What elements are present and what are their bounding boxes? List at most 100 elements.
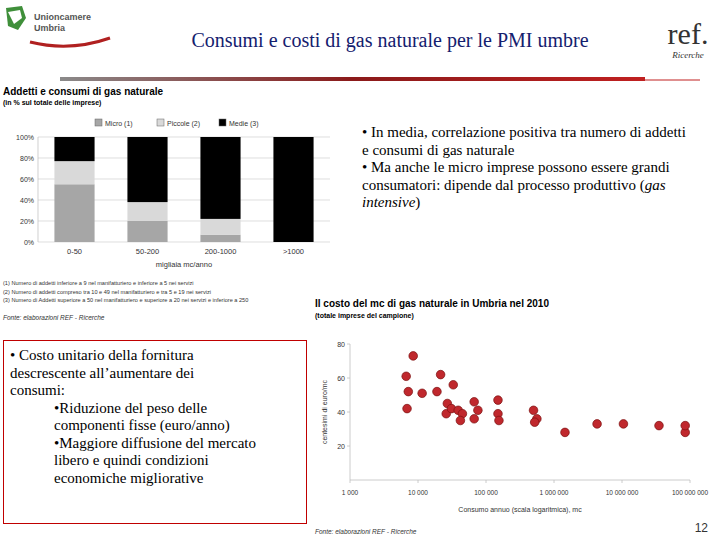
y-tick-label: 60 — [337, 375, 345, 382]
bullet: • Ma anche le micro imprese possono esse… — [362, 159, 692, 212]
chart-addetti: Addetti e consumi di gas naturale (in % s… — [3, 86, 330, 321]
text-run: • In media, correlazione positiva tra nu… — [362, 124, 686, 158]
sub-bullet: •Riduzione del peso delle componenti fis… — [10, 400, 269, 435]
x-axis-label: Consumo annuo (scala logaritmica), mc — [458, 506, 582, 514]
point — [561, 428, 570, 437]
y-tick-label: 80% — [20, 155, 34, 162]
point — [409, 352, 418, 361]
x-tick-label: 200-1000 — [205, 247, 237, 256]
point — [403, 404, 412, 413]
bar-segment — [200, 219, 240, 235]
bar-segment — [200, 235, 240, 242]
chart-subtitle: (in % sul totale delle imprese) — [3, 99, 101, 107]
point — [404, 387, 413, 396]
point — [494, 396, 503, 405]
chart-title: Il costo del mc di gas naturale in Umbri… — [315, 298, 549, 309]
x-tick — [554, 480, 555, 483]
point — [456, 416, 465, 425]
y-tick — [347, 412, 350, 413]
point — [470, 398, 479, 407]
logo-text: Unioncamere — [34, 12, 91, 22]
point — [681, 421, 690, 430]
sub-bullet: •Maggiore diffusione del mercato libero … — [10, 435, 269, 488]
x-axis — [350, 480, 690, 481]
bullet: • In media, correlazione positiva tra nu… — [362, 124, 692, 159]
bar-segment — [273, 137, 313, 242]
bar-segment — [127, 137, 167, 202]
y-axis-label: centesimi di euro/mc — [321, 379, 328, 444]
logo-right-sub: Ricerche — [671, 50, 704, 60]
x-tick — [486, 480, 487, 483]
y-tick — [347, 446, 350, 447]
legend-label: Micro (1) — [105, 120, 133, 128]
y-tick — [347, 344, 350, 345]
logo-text: Umbria — [34, 23, 66, 33]
x-tick — [350, 480, 351, 483]
point — [529, 406, 538, 415]
point — [593, 420, 602, 429]
text-run: • Ma anche le micro imprese possono esse… — [362, 159, 670, 193]
legend-label: Medie (3) — [229, 120, 259, 128]
slide-title: Consumi e costi di gas naturale per le P… — [191, 29, 588, 52]
y-tick-label: 0% — [24, 239, 34, 246]
y-tick-label: 100% — [16, 134, 34, 141]
title-underline — [60, 77, 645, 81]
title-underline — [645, 80, 700, 81]
point — [433, 387, 442, 396]
y-tick-label: 80 — [337, 341, 345, 348]
bar-segment — [54, 161, 94, 184]
legend-label: Piccole (2) — [167, 120, 200, 128]
point — [655, 421, 664, 430]
bars — [54, 137, 313, 242]
logo-shape — [8, 10, 22, 24]
point — [470, 415, 479, 424]
x-tick-label: 0-50 — [67, 247, 82, 256]
text-box-bottom-left: • Costo unitario della fornitura descres… — [3, 340, 307, 524]
x-tick-label: 10 000 — [408, 489, 428, 496]
bullet: • Costo unitario della fornitura descres… — [10, 347, 250, 400]
chart-subtitle: (totale imprese del campione) — [315, 312, 414, 320]
legend-swatch — [157, 119, 164, 126]
y-axis — [38, 137, 39, 242]
chart-costo: Il costo del mc di gas naturale in Umbri… — [315, 298, 708, 535]
bar-segment — [127, 202, 167, 221]
point — [495, 416, 504, 425]
legend-swatch — [219, 119, 226, 126]
logo-shape — [6, 6, 26, 30]
text-box-top-right: • In media, correlazione positiva tra nu… — [362, 124, 692, 212]
y-tick-label: 20% — [20, 218, 34, 225]
bar-segment — [54, 137, 94, 161]
bar-segment — [127, 221, 167, 242]
x-tick-label: 1 000 — [342, 489, 359, 496]
x-tick-label: 1 000 000 — [540, 489, 569, 496]
x-tick — [622, 480, 623, 483]
chart-title: Addetti e consumi di gas naturale — [3, 86, 163, 97]
x-axis-label: migliaia mc/anno — [156, 260, 212, 269]
point — [619, 420, 628, 429]
point — [449, 381, 458, 390]
x-tick — [418, 480, 419, 483]
y-tick-label: 40% — [20, 197, 34, 204]
legend-swatch — [95, 119, 102, 126]
text-run: ) — [415, 194, 420, 210]
logo-right: ref. — [668, 17, 709, 50]
point — [402, 372, 411, 381]
source: Fonte: elaborazioni REF - Ricerche — [3, 314, 105, 321]
x-tick-label: >1000 — [283, 247, 304, 256]
point — [436, 370, 445, 379]
footnote: (2) Numero di addetti compreso tra 10 e … — [3, 289, 211, 295]
y-tick — [347, 378, 350, 379]
point — [530, 418, 539, 427]
logo-left: UnioncamereUmbria — [6, 6, 110, 46]
logo-swoosh — [30, 38, 110, 46]
source: Fonte: elaborazioni REF - Ricerche — [315, 528, 417, 535]
x-tick — [690, 480, 691, 483]
page-number: 12 — [695, 521, 709, 535]
footnote: (1) Numero di addetti inferiore a 9 nel … — [3, 280, 194, 286]
point — [474, 406, 483, 415]
y-tick-label: 40 — [337, 409, 345, 416]
x-tick-label: 100 000 000 — [672, 489, 709, 496]
y-tick-label: 20 — [337, 443, 345, 450]
point — [418, 389, 427, 398]
x-tick-label: 10 000 000 — [606, 489, 639, 496]
